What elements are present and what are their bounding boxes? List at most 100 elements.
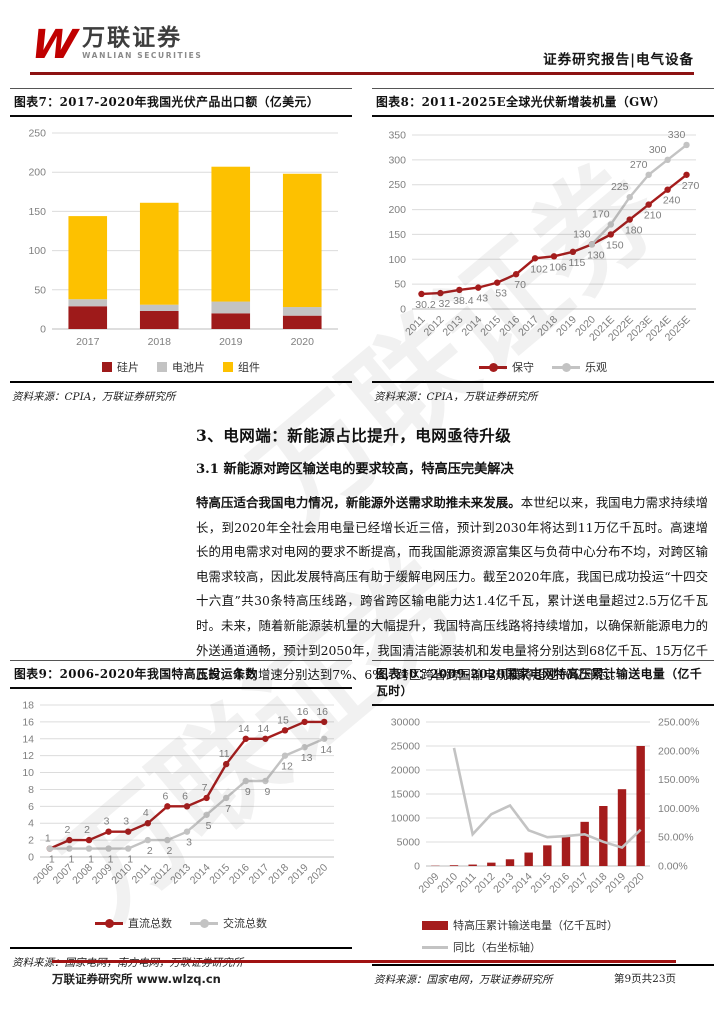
svg-text:270: 270 [682, 180, 700, 192]
svg-text:170: 170 [592, 208, 610, 220]
legend-swatch [157, 362, 167, 372]
figure-row-bottom: 图表9：2006-2020年我国特高压投运条数 0 2 4 6 8 10 12 14 16 18 2… [10, 660, 714, 987]
body-paragraph: 特高压适合我国电力情况，新能源外送需求助推未来发展。本世纪以来，我国电力需求持续… [196, 491, 708, 688]
svg-text:2: 2 [147, 845, 153, 857]
figure10-chart: 0 5000 10000 15000 20000 25000 30000 0.00% 50.00… [372, 706, 714, 958]
svg-text:25000: 25000 [391, 741, 420, 753]
svg-text:16: 16 [297, 706, 309, 718]
legend-swatch [422, 945, 448, 949]
svg-text:1: 1 [108, 854, 114, 866]
wanlian-logo: W 万联证券 WANLIAN SECURITIES [29, 22, 203, 68]
svg-text:250.00%: 250.00% [658, 717, 699, 729]
figure8-title: 图表8：2011-2025E全球光伏新增装机量（GW） [372, 88, 714, 117]
svg-text:100.00%: 100.00% [658, 803, 699, 815]
figure7-source: 资料来源：CPIA，万联证券研究所 [10, 381, 352, 404]
svg-text:9: 9 [264, 786, 270, 798]
svg-text:2019: 2019 [286, 862, 311, 887]
svg-text:2013: 2013 [440, 314, 465, 339]
figure8-svg: 0501001502002503003502011201220132014201… [388, 129, 700, 344]
figure8-source: 资料来源：CPIA，万联证券研究所 [372, 381, 714, 404]
svg-text:10: 10 [22, 767, 34, 779]
figure-block-8: 图表8：2011-2025E全球光伏新增装机量（GW） 0 50 100 150 200… [372, 88, 714, 404]
svg-text:0: 0 [400, 304, 406, 316]
svg-text:16: 16 [316, 706, 328, 718]
legend-item: 硅片 [102, 359, 139, 375]
svg-text:2019: 2019 [219, 336, 243, 348]
svg-text:2: 2 [84, 824, 90, 836]
svg-text:1: 1 [45, 833, 51, 845]
report-header: W 万联证券 WANLIAN SECURITIES 证券研究报告|电气设备 [29, 22, 694, 72]
svg-text:100: 100 [388, 254, 406, 266]
svg-text:50: 50 [394, 279, 406, 291]
legend-item: 直流总数 [95, 915, 172, 931]
svg-text:32: 32 [439, 298, 451, 310]
svg-text:12: 12 [22, 750, 34, 762]
svg-text:2012: 2012 [149, 862, 174, 887]
svg-text:53: 53 [495, 288, 507, 300]
svg-text:7: 7 [202, 782, 208, 794]
logo-name-en: WANLIAN SECURITIES [82, 51, 203, 60]
figure8-legend: 保守 乐观 [372, 359, 714, 375]
report-type-label: 证券研究报告|电气设备 [543, 52, 694, 68]
svg-text:3: 3 [186, 837, 192, 849]
figure9-chart: 0 2 4 6 8 10 12 14 16 18 2006 2007 2008 2009 2010 2011 2… [10, 689, 352, 941]
legend-label: 特高压累计输送电量（亿千瓦时） [453, 919, 618, 932]
svg-text:2015: 2015 [478, 314, 503, 339]
svg-text:2017: 2017 [247, 862, 272, 887]
svg-text:2016: 2016 [227, 862, 252, 887]
svg-text:2: 2 [28, 835, 34, 847]
svg-text:2012: 2012 [422, 314, 447, 339]
svg-text:300: 300 [388, 154, 406, 166]
legend-swatch [552, 362, 580, 372]
svg-text:240: 240 [663, 195, 681, 207]
svg-text:8: 8 [28, 784, 34, 796]
svg-text:13: 13 [301, 752, 313, 764]
legend-label: 电池片 [172, 361, 205, 374]
svg-text:12: 12 [281, 761, 293, 773]
svg-text:2014: 2014 [459, 314, 484, 339]
legend-label: 交流总数 [223, 917, 267, 930]
svg-text:38.4: 38.4 [453, 295, 474, 307]
page-number: 第9页共23页 [613, 973, 676, 985]
figure8-chart: 0 50 100 150 200 250 300 350 2011 2012 2013 2014 201… [372, 117, 714, 375]
svg-text:300: 300 [649, 144, 667, 156]
svg-text:30.2: 30.2 [415, 299, 436, 311]
legend-swatch [102, 362, 112, 372]
legend-swatch [190, 918, 218, 928]
svg-text:70: 70 [514, 279, 526, 291]
header-divider [30, 72, 694, 75]
svg-text:115: 115 [569, 257, 586, 269]
svg-text:2020: 2020 [305, 862, 330, 887]
legend-label: 同比（右坐标轴） [453, 941, 541, 954]
figure10-svg: 0 5000 10000 15000 20000 25000 30000 0.00% 50.00… [391, 717, 700, 896]
figure7-chart: 0 50 100 150 200 250 2017 2018 2019 2020 硅片 电池片 组件 [10, 117, 352, 375]
svg-text:150: 150 [28, 206, 46, 218]
figure7-svg: 0 50 100 150 200 250 2017 2018 2019 2020 [28, 128, 338, 348]
figure7-title: 图表7：2017-2020年我国光伏产品出口额（亿美元） [10, 88, 352, 117]
svg-text:270: 270 [630, 159, 648, 171]
svg-text:200: 200 [28, 167, 46, 179]
legend-swatch [479, 362, 507, 372]
figure9-svg: 0246810121416182006200720082009201020112… [22, 700, 334, 887]
svg-text:2020: 2020 [622, 871, 647, 896]
svg-text:15: 15 [277, 714, 289, 726]
legend-item: 乐观 [552, 359, 607, 375]
svg-text:7: 7 [225, 803, 231, 815]
svg-text:6: 6 [162, 790, 168, 802]
figure-row-top: 图表7：2017-2020年我国光伏产品出口额（亿美元） 0 50 100 150 20… [10, 88, 714, 404]
paragraph-body: 本世纪以来，我国电力需求持续增长，到2020年全社会用电量已经增长近三倍，预计到… [196, 495, 709, 683]
svg-text:14: 14 [320, 744, 332, 756]
svg-text:0: 0 [414, 861, 420, 873]
svg-text:130: 130 [573, 228, 591, 240]
svg-text:0.00%: 0.00% [658, 861, 688, 873]
svg-text:150.00%: 150.00% [658, 774, 699, 786]
svg-text:10000: 10000 [391, 813, 420, 825]
svg-text:6: 6 [28, 801, 34, 813]
svg-text:3: 3 [123, 816, 129, 828]
svg-text:50: 50 [34, 284, 46, 296]
svg-text:330: 330 [668, 129, 686, 141]
legend-item: 同比（右坐标轴） [422, 939, 541, 955]
legend-item: 保守 [479, 359, 534, 375]
svg-text:106: 106 [549, 261, 567, 273]
svg-text:5000: 5000 [397, 837, 421, 849]
